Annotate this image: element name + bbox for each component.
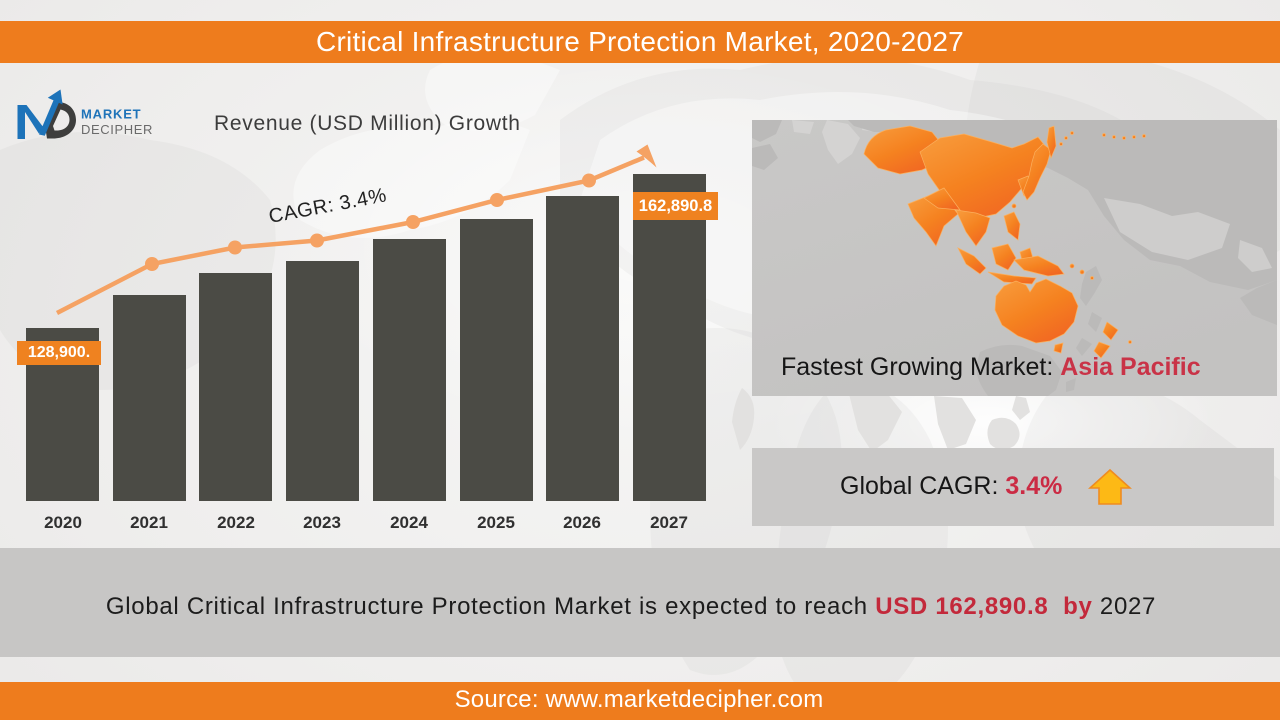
svg-text:DECIPHER: DECIPHER <box>81 122 153 137</box>
svg-text:MARKET: MARKET <box>81 107 141 122</box>
